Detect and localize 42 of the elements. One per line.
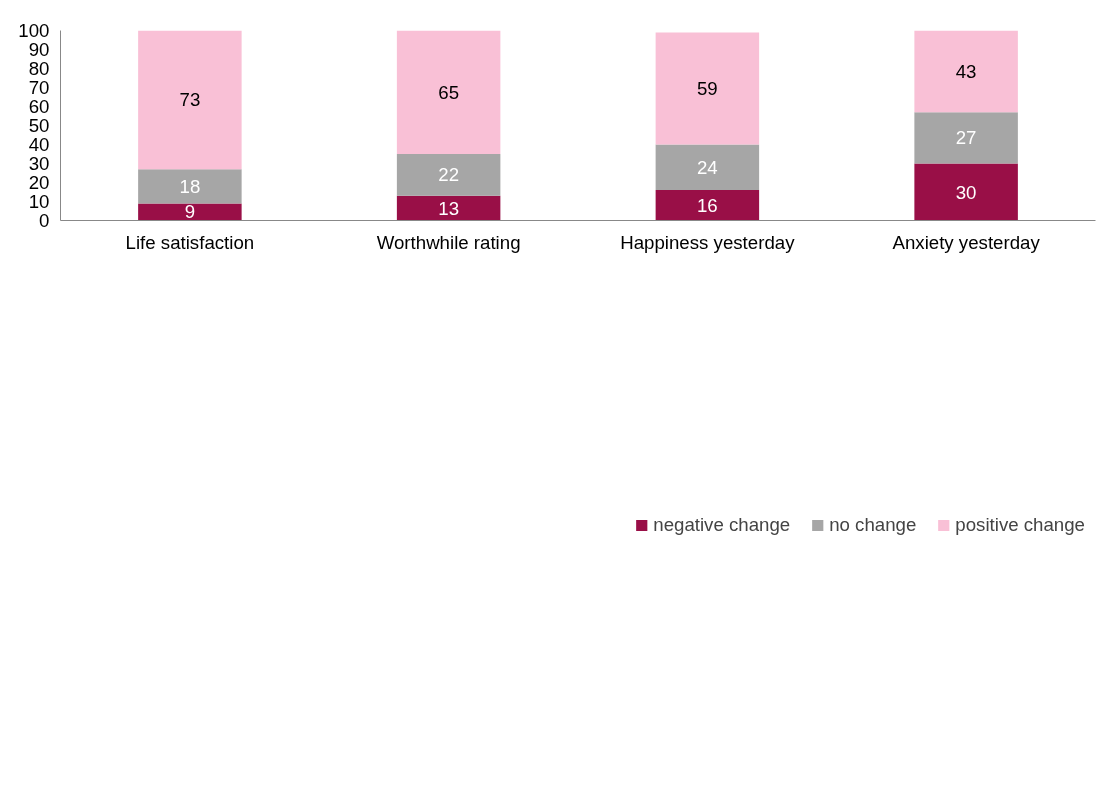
data-label: 43 <box>955 60 977 82</box>
data-label: 18 <box>179 175 201 197</box>
y-tick-label: 90 <box>28 39 50 60</box>
data-label: 13 <box>438 197 460 219</box>
bar <box>138 203 242 221</box>
data-label: 9 <box>184 201 196 223</box>
bar <box>138 30 242 170</box>
y-tick-label: 40 <box>28 134 50 155</box>
y-tick-label: 60 <box>28 96 50 117</box>
y-tick-label: 10 <box>28 191 50 212</box>
y-tick-label: 30 <box>28 153 50 174</box>
y-tick-label: 20 <box>28 172 50 193</box>
data-label: 22 <box>438 164 460 186</box>
bar <box>655 190 760 221</box>
y-tick-label: 50 <box>28 115 50 136</box>
y-tick-label: 80 <box>28 58 50 79</box>
data-label: 27 <box>955 127 977 149</box>
data-label: 16 <box>697 194 718 216</box>
bar <box>138 169 242 204</box>
bar <box>396 195 501 221</box>
x-tick-label: Worthwhile rating <box>376 231 521 253</box>
data-label: 65 <box>438 81 460 103</box>
bar <box>914 30 1018 113</box>
bar <box>914 112 1018 164</box>
legend-label: negative change <box>653 514 791 536</box>
legend-label: no change <box>829 514 917 536</box>
x-tick-label: Happiness yesterday <box>620 231 796 253</box>
legend-label: positive change <box>955 514 1085 536</box>
y-tick-label: 0 <box>39 210 50 231</box>
bar <box>655 32 760 145</box>
data-label: 24 <box>697 156 718 178</box>
bar <box>396 30 501 154</box>
data-label: 59 <box>697 77 718 99</box>
y-tick-label: 100 <box>18 20 50 41</box>
x-tick-label: Anxiety yesterday <box>892 231 1041 253</box>
data-label: 73 <box>179 89 201 111</box>
data-label: 30 <box>955 181 977 203</box>
x-tick-label: Life satisfaction <box>125 231 255 253</box>
y-tick-label: 70 <box>28 77 50 98</box>
bar <box>655 144 760 191</box>
bar <box>396 154 501 196</box>
bar <box>914 163 1018 221</box>
